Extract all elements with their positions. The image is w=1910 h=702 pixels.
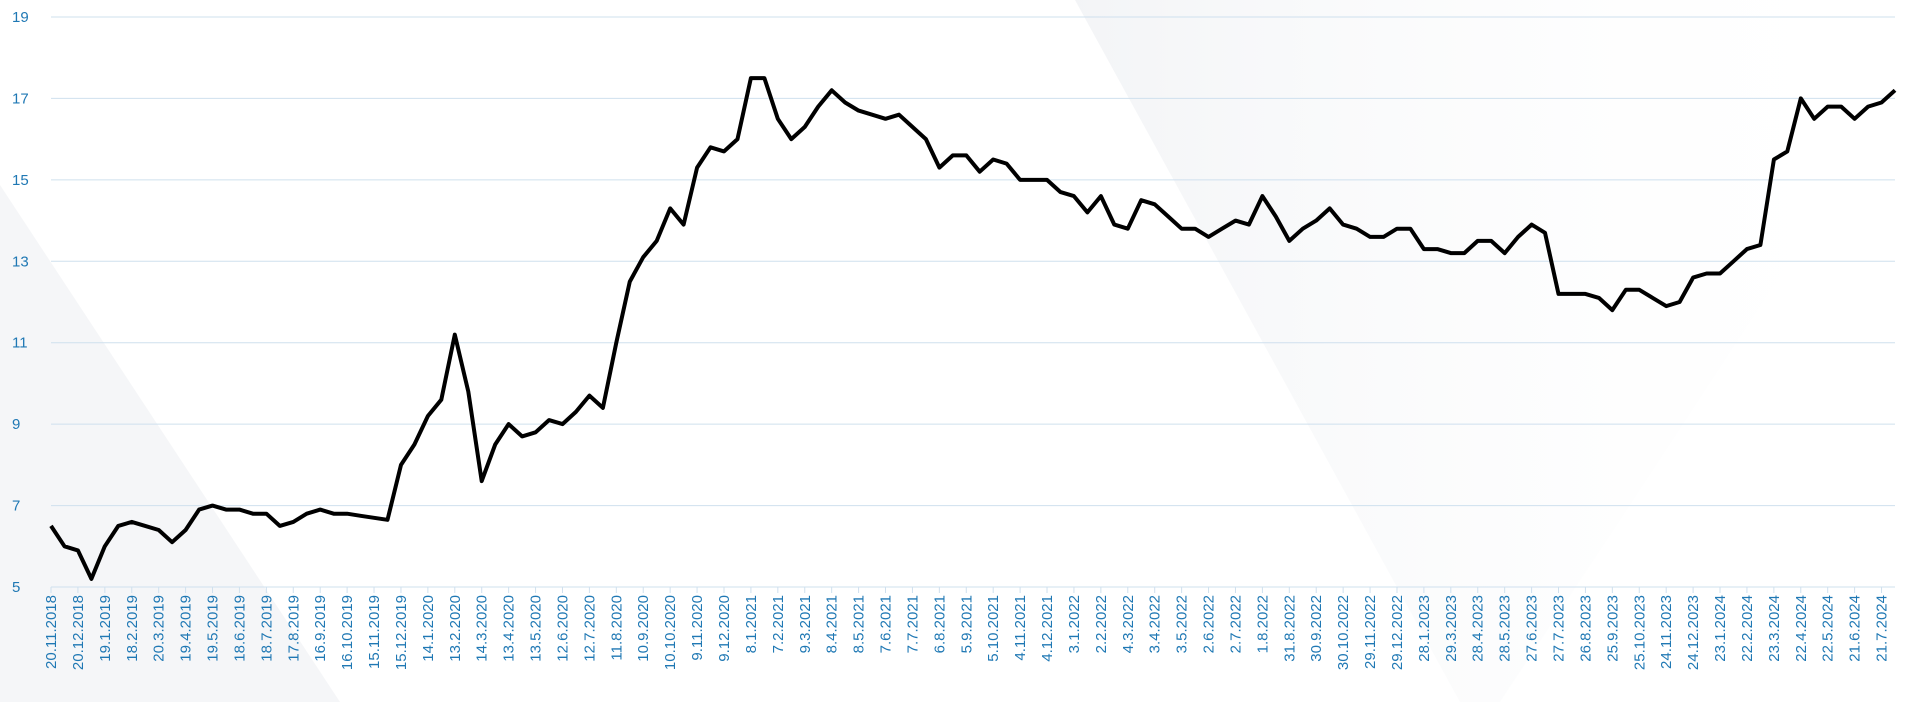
x-tick-label: 15.11.2019 <box>366 595 383 669</box>
x-tick-label: 1.8.2022 <box>1254 595 1271 653</box>
x-tick-label: 12.6.2020 <box>554 595 571 662</box>
x-tick-label: 3.4.2022 <box>1147 595 1164 653</box>
price-line <box>49 76 1897 581</box>
x-tick-label: 14.3.2020 <box>474 595 491 662</box>
x-tick-label: 16.9.2019 <box>312 595 329 662</box>
x-tick-label: 2.2.2022 <box>1093 595 1110 653</box>
x-tick-label: 30.9.2022 <box>1308 595 1325 662</box>
x-tick-label: 28.5.2023 <box>1497 595 1514 662</box>
x-tick-label: 9.3.2021 <box>797 595 814 653</box>
x-tick-label: 25.9.2023 <box>1604 595 1621 662</box>
x-tick-label: 7.6.2021 <box>878 595 895 653</box>
x-tick-label: 8.1.2021 <box>743 595 760 653</box>
x-tick-label: 5.10.2021 <box>985 595 1002 662</box>
x-tick-label: 24.11.2023 <box>1658 595 1675 669</box>
y-tick-label: 9 <box>12 416 20 433</box>
x-tick-label: 3.5.2022 <box>1174 595 1191 653</box>
x-tick-label: 18.2.2019 <box>124 595 141 662</box>
y-tick-label: 5 <box>12 579 20 596</box>
x-tick-label: 16.10.2019 <box>339 595 356 670</box>
background-band <box>0 185 340 702</box>
x-tick-label: 29.12.2022 <box>1389 595 1406 670</box>
x-tick-label: 12.7.2020 <box>581 595 598 662</box>
x-tick-label: 31.8.2022 <box>1281 595 1298 662</box>
x-tick-label: 18.6.2019 <box>231 595 248 662</box>
x-tick-label: 8.4.2021 <box>824 595 841 653</box>
x-tick-label: 29.11.2022 <box>1362 595 1379 669</box>
y-tick-label: 19 <box>12 9 29 26</box>
x-tick-label: 10.9.2020 <box>635 595 652 662</box>
x-tick-label: 20.12.2018 <box>70 595 87 670</box>
x-tick-label: 20.3.2019 <box>151 595 168 662</box>
x-tick-label: 20.11.2018 <box>43 595 60 669</box>
x-tick-label: 28.4.2023 <box>1470 595 1487 662</box>
x-tick-label: 26.8.2023 <box>1577 595 1594 662</box>
x-tick-label: 24.12.2023 <box>1685 595 1702 670</box>
x-tick-label: 21.6.2024 <box>1847 595 1864 662</box>
x-tick-label: 23.1.2024 <box>1712 595 1729 662</box>
x-tick-label: 19.5.2019 <box>205 595 222 662</box>
x-tick-label: 9.11.2020 <box>689 595 706 661</box>
y-tick-label: 7 <box>12 498 20 515</box>
x-tick-label: 11.8.2020 <box>608 595 625 661</box>
x-tick-label: 3.1.2022 <box>1066 595 1083 653</box>
x-tick-label: 22.2.2024 <box>1739 595 1756 662</box>
x-tick-label: 19.4.2019 <box>178 595 195 662</box>
x-tick-label: 25.10.2023 <box>1631 595 1648 670</box>
x-tick-label: 13.2.2020 <box>447 595 464 662</box>
x-tick-label: 22.4.2024 <box>1793 595 1810 662</box>
x-tick-label: 13.4.2020 <box>501 595 518 662</box>
x-tick-label: 9.12.2020 <box>716 595 733 662</box>
x-tick-label: 15.12.2019 <box>393 595 410 670</box>
x-tick-label: 22.5.2024 <box>1820 595 1837 662</box>
y-tick-label: 13 <box>12 253 29 270</box>
x-tick-label: 4.3.2022 <box>1120 595 1137 653</box>
x-tick-label: 6.8.2021 <box>931 595 948 653</box>
x-tick-label: 5.9.2021 <box>958 595 975 653</box>
x-tick-label: 21.7.2024 <box>1874 595 1891 662</box>
x-tick-label: 8.5.2021 <box>851 595 868 653</box>
x-tick-label: 18.7.2019 <box>258 595 275 662</box>
x-tick-label: 28.1.2023 <box>1416 595 1433 662</box>
x-tick-label: 27.7.2023 <box>1551 595 1568 662</box>
x-tick-label: 2.6.2022 <box>1201 595 1218 653</box>
x-tick-label: 30.10.2022 <box>1335 595 1352 670</box>
x-tick-label: 29.3.2023 <box>1443 595 1460 662</box>
background-band <box>1075 0 1910 702</box>
x-tick-label: 7.7.2021 <box>904 595 921 653</box>
x-tick-label: 27.6.2023 <box>1524 595 1541 662</box>
x-tick-label: 17.8.2019 <box>285 595 302 662</box>
y-tick-label: 17 <box>12 90 29 107</box>
x-tick-label: 23.3.2024 <box>1766 595 1783 662</box>
x-tick-label: 19.1.2019 <box>97 595 114 662</box>
x-tick-label: 10.10.2020 <box>662 595 679 670</box>
x-tick-label: 13.5.2020 <box>528 595 545 662</box>
x-tick-label: 4.11.2021 <box>1012 595 1029 661</box>
y-tick-label: 11 <box>12 335 28 352</box>
x-tick-label: 7.2.2021 <box>770 595 787 653</box>
x-tick-label: 4.12.2021 <box>1039 595 1056 662</box>
y-tick-label: 15 <box>12 172 29 189</box>
x-tick-label: 14.1.2020 <box>420 595 437 662</box>
x-tick-label: 2.7.2022 <box>1227 595 1244 653</box>
